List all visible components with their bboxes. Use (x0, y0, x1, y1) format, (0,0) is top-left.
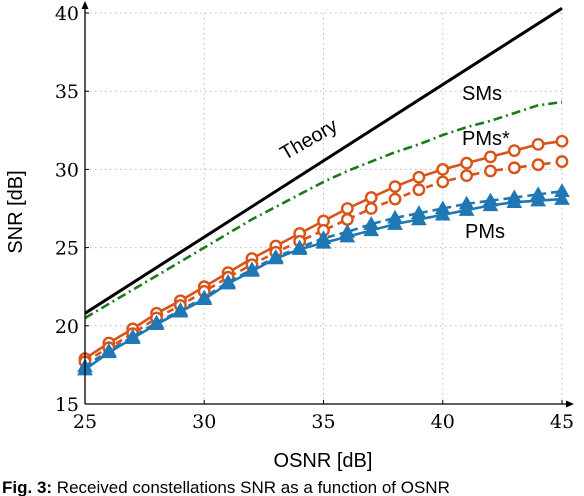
data-point-orange-dashed (531, 158, 545, 172)
series-theory (84, 7, 563, 315)
data-point-orange-dashed (340, 213, 354, 226)
x-tick-label: 45 (550, 411, 574, 433)
data-point-orange-dashed (484, 164, 497, 178)
x-tick-label: 40 (431, 411, 455, 433)
series-line-orange-dashed (84, 160, 563, 363)
data-point-orange-solid (340, 202, 354, 215)
data-point-blue-solid (363, 222, 380, 237)
data-point-blue-solid (458, 202, 475, 216)
series-line-theory (84, 7, 563, 315)
data-point-orange-dashed (412, 183, 426, 197)
y-tick-label: 30 (55, 159, 79, 181)
data-point-orange-solid (412, 170, 426, 184)
series-orange-dashed (78, 155, 569, 369)
data-point-blue-solid (244, 263, 260, 277)
data-point-orange-solid (460, 156, 473, 170)
y-tick-label: 40 (55, 3, 79, 25)
data-point-orange-dashed (460, 169, 473, 183)
annotation-sms: SMs (462, 83, 502, 105)
data-point-orange-solid (531, 137, 545, 151)
data-point-orange-solid (436, 162, 450, 176)
x-axis-title: OSNR [dB] (274, 450, 373, 472)
data-point-blue-solid (291, 241, 308, 255)
y-tick-label: 35 (55, 81, 79, 103)
caption-text: Received constellations SNR as a functio… (52, 478, 450, 496)
data-point-blue-solid (196, 291, 213, 305)
data-point-blue-solid (267, 250, 284, 265)
data-point-blue-solid (387, 216, 403, 230)
data-point-orange-dashed (555, 155, 569, 168)
x-tick-label: 25 (73, 411, 97, 433)
x-axis-arrow (566, 400, 574, 408)
series-line-sms (84, 100, 563, 320)
caption-label: Fig. 3: (2, 478, 53, 496)
data-point-orange-solid (388, 180, 402, 194)
data-point-blue-solid (554, 191, 570, 205)
data-point-blue-solid (172, 303, 189, 318)
snr-vs-osnr-chart: 25 30 35 40 45 15 20 25 30 35 40 OSNR [dB] SNR [dB… (5, 1, 574, 472)
data-point-blue-solid (411, 211, 427, 226)
data-point-orange-solid (507, 144, 521, 158)
tick-labels: 25 30 35 40 45 15 20 25 30 35 40 (55, 3, 574, 433)
data-point-orange-dashed (436, 175, 450, 189)
data-point-blue-solid (339, 228, 356, 243)
data-point-blue-solid (530, 192, 547, 207)
data-point-orange-dashed (364, 202, 378, 215)
x-tick-label: 35 (311, 411, 335, 433)
series-sms (84, 100, 563, 320)
y-tick-label: 20 (55, 316, 79, 338)
series-line-blue-dashed (84, 190, 563, 368)
data-point-orange-solid (364, 191, 378, 204)
series-blue-solid (77, 191, 570, 376)
series-layer (77, 7, 570, 376)
data-point-blue-solid (315, 234, 332, 249)
data-point-blue-solid (434, 206, 451, 221)
data-point-orange-dashed (507, 161, 521, 175)
data-point-blue-solid (124, 330, 141, 345)
x-tick-label: 30 (192, 411, 216, 433)
data-point-blue-solid (506, 194, 523, 208)
data-point-blue-solid (482, 197, 499, 212)
annotation-theory: Theory (277, 115, 342, 165)
data-point-blue-solid (220, 275, 236, 290)
data-point-orange-solid (555, 134, 569, 148)
y-axis-arrow (81, 1, 89, 9)
annotation-pms: PMs (465, 221, 505, 243)
y-axis-title: SNR [dB] (5, 170, 27, 253)
data-point-blue-solid (100, 344, 117, 359)
data-point-orange-dashed (388, 192, 402, 206)
data-point-blue-solid (148, 316, 165, 330)
axes (81, 1, 574, 408)
y-tick-label: 25 (55, 238, 79, 260)
y-tick-label: 15 (55, 394, 79, 416)
figure-caption: Fig. 3: Received constellations SNR as a… (2, 478, 582, 496)
data-point-orange-solid (484, 150, 497, 164)
annotation-pms-star: PMs* (462, 128, 510, 150)
